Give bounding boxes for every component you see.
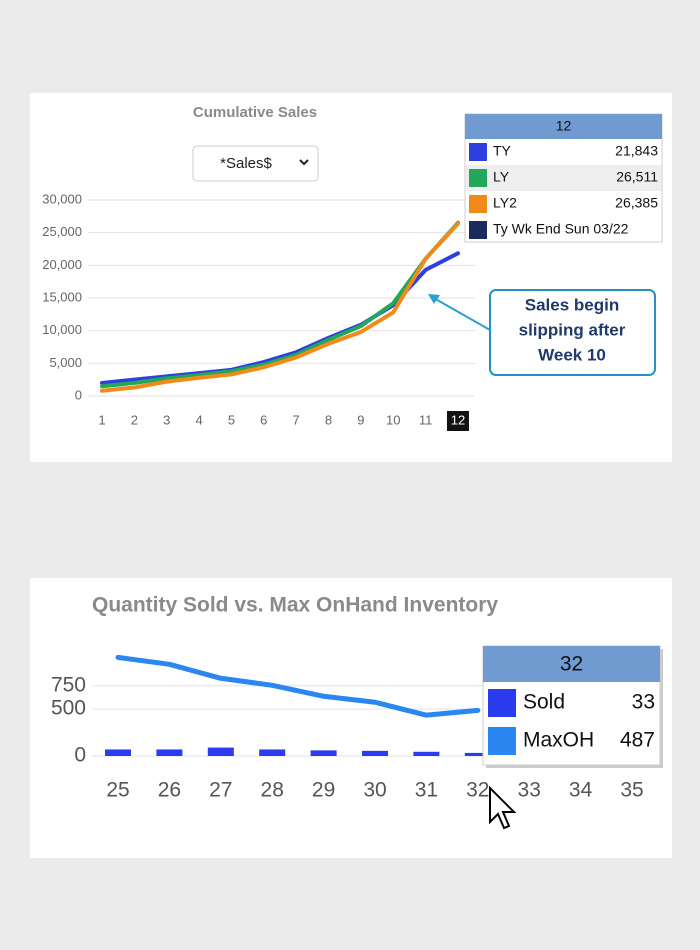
cursor (489, 785, 517, 830)
line (100, 221, 460, 393)
legend-swatch (469, 221, 487, 239)
x-tick-label: 7 (293, 412, 300, 427)
x-tick-label: 5 (228, 412, 235, 427)
y-tick-label: 15,000 (42, 289, 82, 304)
x-tick-label: 34 (569, 779, 593, 802)
chart-title: Cumulative Sales (193, 104, 317, 121)
x-tick-label: 1 (98, 412, 105, 427)
legend-swatch (469, 169, 487, 187)
y-tick-label: 10,000 (42, 322, 82, 337)
x-tick-label: 9 (357, 412, 364, 427)
x-tick-label: 25 (106, 779, 129, 802)
tooltip-header (483, 646, 660, 682)
arrow (431, 296, 491, 331)
x-tick-label: 28 (261, 779, 284, 802)
bar (156, 749, 183, 756)
x-tick-label: 6 (260, 412, 267, 427)
y-tick-label: 25,000 (42, 224, 82, 239)
x-tick-label: 27 (209, 779, 232, 802)
y-tick-label: 30,000 (42, 191, 82, 206)
bar (413, 751, 440, 756)
tooltip-value: 21,843 (615, 143, 658, 159)
y-tick-label: 500 (51, 697, 86, 720)
tooltip-note: Ty Wk End Sun 03/22 (493, 221, 629, 237)
dropdown-caret (299, 159, 309, 166)
legend-swatch (488, 727, 516, 755)
x-tick-label: 30 (363, 779, 386, 802)
tooltip-header (465, 114, 662, 139)
arrow-head (428, 294, 440, 304)
bar (464, 752, 491, 756)
bar (310, 750, 337, 756)
x-tick-label: 2 (131, 412, 138, 427)
y-tick-label: 5,000 (49, 355, 82, 370)
tooltip-title: 32 (560, 653, 583, 676)
x-tick-label: 31 (415, 779, 438, 802)
dropdown-label: *Sales$ (220, 155, 272, 172)
selected-tick (446, 411, 469, 431)
bar (362, 750, 388, 756)
y-tick-label: 20,000 (42, 257, 82, 272)
dropdown[interactable] (192, 145, 319, 182)
y-tick-label: 750 (51, 673, 86, 696)
tooltip-row (466, 165, 661, 191)
x-tick-label: 12 (451, 412, 465, 427)
annotation: Week 10 (538, 345, 606, 364)
line (100, 251, 460, 385)
annotation: Sales begin (525, 295, 619, 314)
tooltip-title: 12 (556, 118, 572, 134)
y-tick-label: 0 (75, 387, 82, 402)
tooltip-value: 26,385 (615, 195, 658, 211)
bar (105, 749, 131, 756)
annotation-box (489, 289, 656, 376)
x-tick-label: 4 (195, 412, 202, 427)
legend-label: MaxOH (523, 729, 594, 752)
tooltip-value: 487 (620, 729, 655, 752)
x-tick-label: 35 (620, 779, 643, 802)
x-tick-label: 10 (386, 412, 400, 427)
annotation: slipping after (519, 320, 626, 339)
x-tick-label: 26 (158, 779, 181, 802)
line (115, 654, 481, 718)
legend-label: Sold (523, 691, 565, 714)
x-tick-label: 3 (163, 412, 170, 427)
legend-swatch (469, 143, 487, 161)
legend-label: LY (493, 169, 510, 185)
legend-swatch (469, 195, 487, 213)
legend-label: TY (493, 143, 512, 159)
legend-swatch (488, 689, 516, 717)
x-tick-label: 33 (518, 779, 541, 802)
legend-label: LY2 (493, 195, 517, 211)
x-tick-label: 11 (419, 412, 433, 427)
line (100, 220, 460, 389)
tooltip-value: 26,511 (616, 169, 658, 185)
x-tick-label: 29 (312, 779, 335, 802)
chart-title: Quantity Sold vs. Max OnHand Inventory (92, 594, 498, 617)
x-tick-label: 8 (325, 412, 332, 427)
bar (259, 749, 286, 756)
y-tick-label: 0 (74, 744, 86, 767)
x-tick-label: 32 (466, 779, 489, 802)
tooltip-value: 33 (632, 691, 655, 714)
bar (207, 747, 234, 756)
